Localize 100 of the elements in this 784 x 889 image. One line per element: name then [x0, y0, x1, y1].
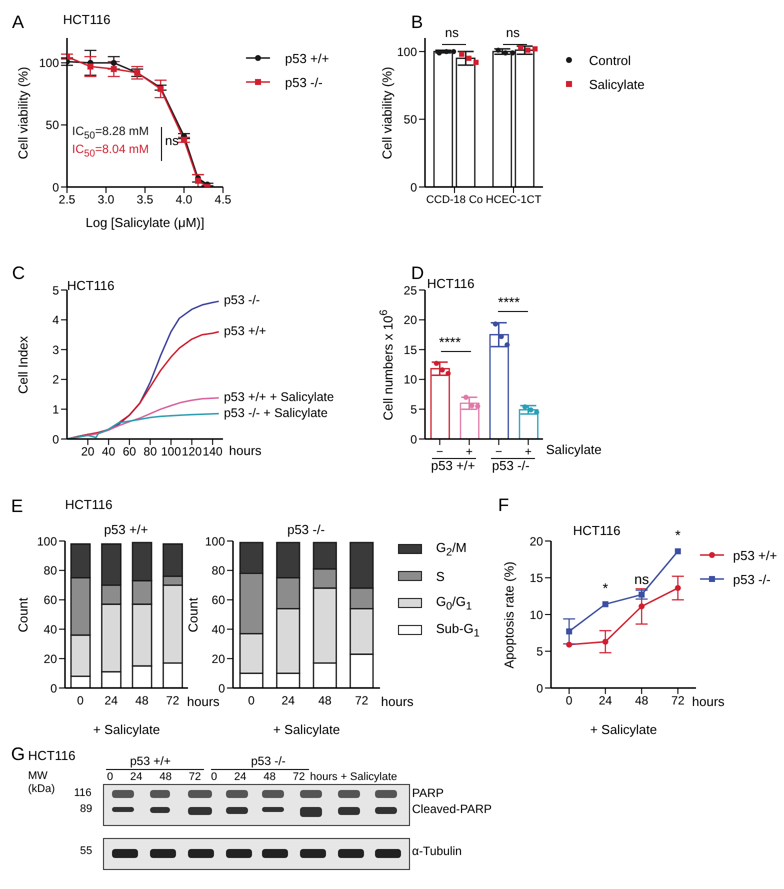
series-label: p53 +/+ [224, 324, 266, 338]
x-tick-label: 60 [122, 444, 136, 459]
text: p53 +/+ [130, 754, 171, 768]
x-tick-label: CCD-18 Co [426, 194, 483, 206]
text: hours + Salicylate [310, 771, 398, 783]
y-tick-label: 15 [404, 342, 418, 357]
text: MW (kDa) [28, 770, 55, 795]
x-tick-label: 24 [281, 694, 296, 708]
annotation: ns [165, 133, 179, 148]
annotation: ns [445, 25, 459, 40]
y-axis-title: Apoptosis rate (%) [502, 561, 516, 668]
text: p53 -/- [251, 754, 286, 768]
x-tick-label: 24 [598, 694, 612, 708]
legend-label: S [436, 568, 445, 584]
annotation: * [675, 527, 681, 544]
y-tick-label: 100 [36, 534, 58, 548]
y-tick-label: 4 [52, 313, 60, 328]
y-tick-label: 5 [536, 644, 544, 659]
text: G [11, 744, 26, 764]
y-tick-label: 5 [410, 402, 418, 416]
text: E [11, 496, 24, 516]
text: C [12, 263, 25, 283]
annotation: ns [506, 25, 520, 40]
legend-label: p53 +/+ [285, 50, 330, 66]
legend-label: G$_{2}$/M [436, 540, 467, 558]
x-tick-label: 120 [182, 444, 202, 459]
text: Salicylate [546, 442, 602, 457]
text: hours [229, 443, 262, 458]
x-tick-label: HCEC-1CT [486, 194, 542, 206]
x-tick-label: − [495, 444, 502, 459]
text: Cleaved-PARP [412, 802, 492, 816]
chart-title: p53 +/+ [104, 522, 148, 537]
legend-label: p53 +/+ [733, 548, 778, 562]
text: α-Tubulin [412, 844, 462, 858]
text: 116 [74, 787, 92, 799]
x-tick-label: 4.5 [214, 192, 232, 207]
annotation: IC$_{50}$=8.28 mM [72, 124, 149, 142]
x-tick-label: 0 [77, 694, 84, 708]
x-tick-label: 80 [144, 444, 158, 459]
x-tick-label: 3.5 [136, 192, 154, 207]
legend-label: G$_{0}$/G$_{1}$ [436, 594, 472, 612]
x-tick-label: 140 [202, 444, 223, 459]
y-tick-label: 0 [410, 432, 418, 446]
y-tick-label: 60 [212, 593, 226, 608]
y-tick-label: 0 [218, 681, 226, 696]
y-axis-title: Cell Index [16, 336, 30, 394]
x-tick-label: 40 [102, 444, 116, 459]
y-tick-label: 25 [404, 283, 418, 298]
text: hours [187, 694, 220, 709]
x-tick-label: 72 [671, 694, 685, 708]
x-tick-label: 72 [166, 694, 180, 708]
x-tick-label: + [524, 444, 532, 459]
y-tick-label: 50 [404, 112, 418, 127]
y-tick-label: 2 [52, 372, 60, 387]
text: p53 -/- [492, 458, 530, 473]
x-tick-label: 48 [318, 694, 332, 708]
y-tick-label: 20 [212, 652, 226, 666]
x-tick-label: 72 [354, 694, 369, 708]
y-tick-label: 60 [44, 593, 58, 608]
series-label: p53 -/- [224, 293, 260, 308]
y-tick-label: 20 [404, 313, 418, 328]
y-tick-label: 100 [204, 534, 226, 548]
annotation: ns [634, 570, 650, 587]
x-tick-label: 4.0 [176, 192, 193, 207]
x-tick-label: 3.0 [98, 192, 115, 207]
x-tick-label: − [436, 444, 444, 459]
text: F [498, 495, 509, 515]
y-axis-title: Cell viability (%) [380, 66, 394, 159]
x-tick-label: 24 [104, 694, 118, 708]
y-axis-title: Count [16, 597, 30, 632]
y-tick-label: 40 [44, 622, 58, 636]
y-tick-label: 10 [530, 608, 544, 622]
legend-label: Sub-G$_{1}$ [436, 620, 480, 640]
y-tick-label: 3 [52, 342, 60, 357]
y-tick-label: 0 [50, 681, 58, 696]
y-tick-label: 5 [52, 283, 60, 298]
text: 0 24 48 72 [211, 771, 305, 783]
y-axis-title: Cell viability (%) [16, 66, 30, 159]
text: HCT116 [65, 497, 112, 512]
y-tick-label: 10 [404, 372, 418, 387]
y-axis-title: Count [186, 597, 200, 632]
y-tick-label: 0 [52, 180, 60, 194]
y-tick-label: 20 [530, 534, 544, 548]
text: 55 [80, 845, 92, 857]
y-tick-label: 80 [212, 564, 226, 578]
text: 0 24 48 72 [107, 771, 201, 783]
chart-title: HCT116 [67, 278, 114, 293]
x-tick-label: 48 [135, 694, 149, 708]
text: hours [381, 694, 414, 709]
series-label: p53 +/+ + Salicylate [224, 390, 334, 404]
text: 89 [80, 803, 92, 815]
x-axis-title: + Salicylate [273, 722, 340, 737]
y-tick-label: 15 [530, 571, 544, 586]
text: HCT116 [28, 748, 76, 763]
annotation: IC$_{50}$=8.04 mM [72, 142, 149, 160]
x-tick-label: 20 [81, 444, 95, 459]
legend-label: p53 -/- [285, 74, 323, 90]
text: A [12, 12, 24, 32]
y-tick-label: 100 [38, 56, 60, 70]
x-axis-title: Log [Salicylate (μM)] [86, 215, 204, 230]
